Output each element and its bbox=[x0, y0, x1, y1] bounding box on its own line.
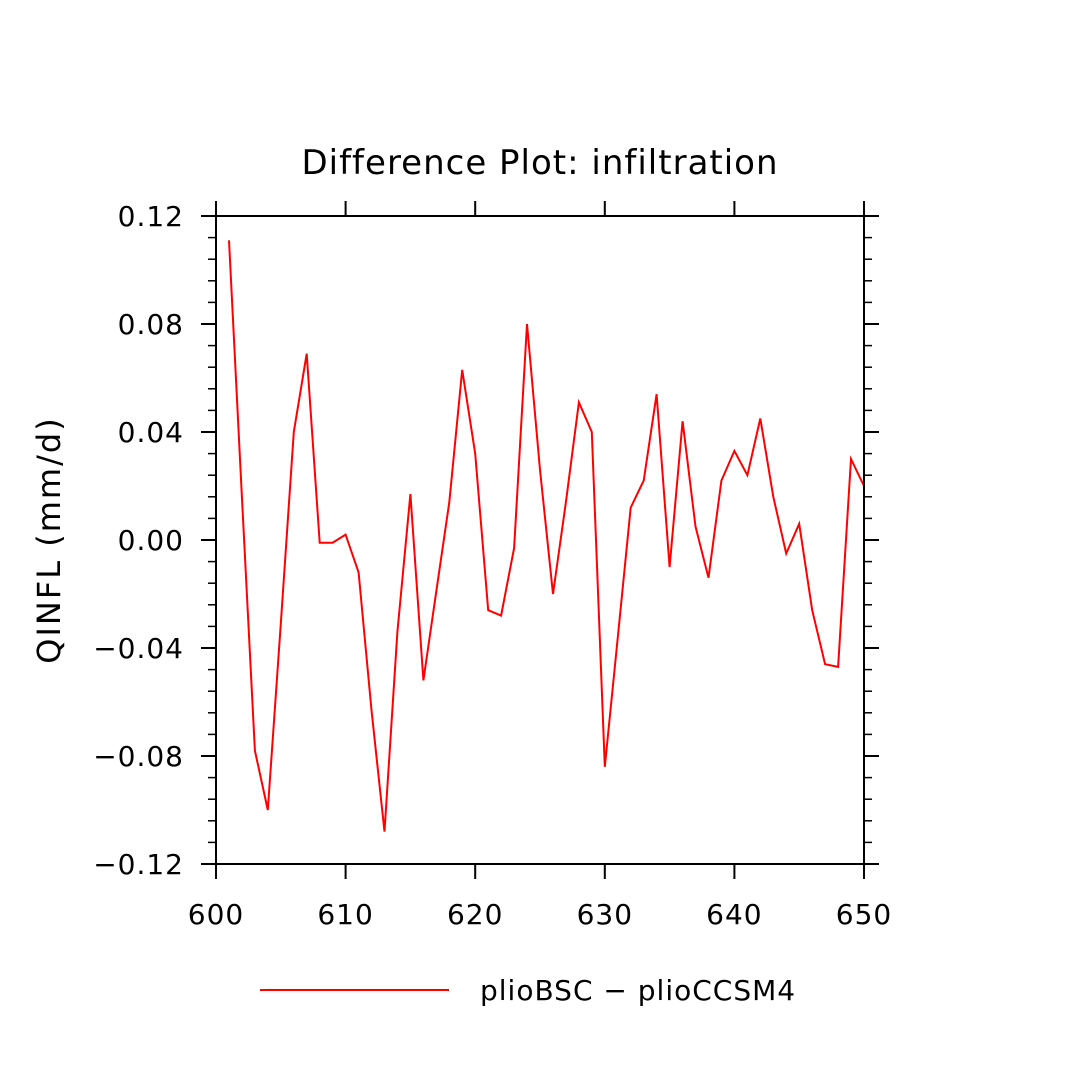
y-axis-label: QINFL (mm/d) bbox=[30, 416, 68, 663]
y-tick-label: −0.04 bbox=[93, 632, 184, 665]
x-tick-label: 640 bbox=[706, 898, 762, 931]
data-series bbox=[228, 240, 865, 832]
x-tick-label: 650 bbox=[836, 898, 892, 931]
series-line bbox=[228, 240, 865, 832]
legend-label: plioBSC − plioCCSM4 bbox=[480, 974, 796, 1007]
y-tick-label: −0.08 bbox=[93, 740, 184, 773]
legend: plioBSC − plioCCSM4 bbox=[260, 974, 796, 1007]
y-tick-label: −0.12 bbox=[93, 848, 184, 881]
plot-frame bbox=[215, 215, 865, 865]
axis-ticks bbox=[201, 201, 879, 879]
y-tick-label: 0.04 bbox=[118, 416, 184, 449]
y-tick-label: 0.12 bbox=[118, 200, 184, 233]
y-tick-label: 0.08 bbox=[118, 308, 184, 341]
y-tick-label: 0.00 bbox=[118, 524, 184, 557]
x-tick-label: 630 bbox=[577, 898, 633, 931]
axis-tick-labels: 600 610 620 630 640 650 −0.12 −0.08 −0.04 0.00 0.0… bbox=[93, 200, 892, 931]
x-tick-label: 610 bbox=[317, 898, 373, 931]
chart-title: Difference Plot: infiltration bbox=[301, 143, 778, 183]
x-tick-label: 600 bbox=[188, 898, 244, 931]
x-tick-label: 620 bbox=[447, 898, 503, 931]
